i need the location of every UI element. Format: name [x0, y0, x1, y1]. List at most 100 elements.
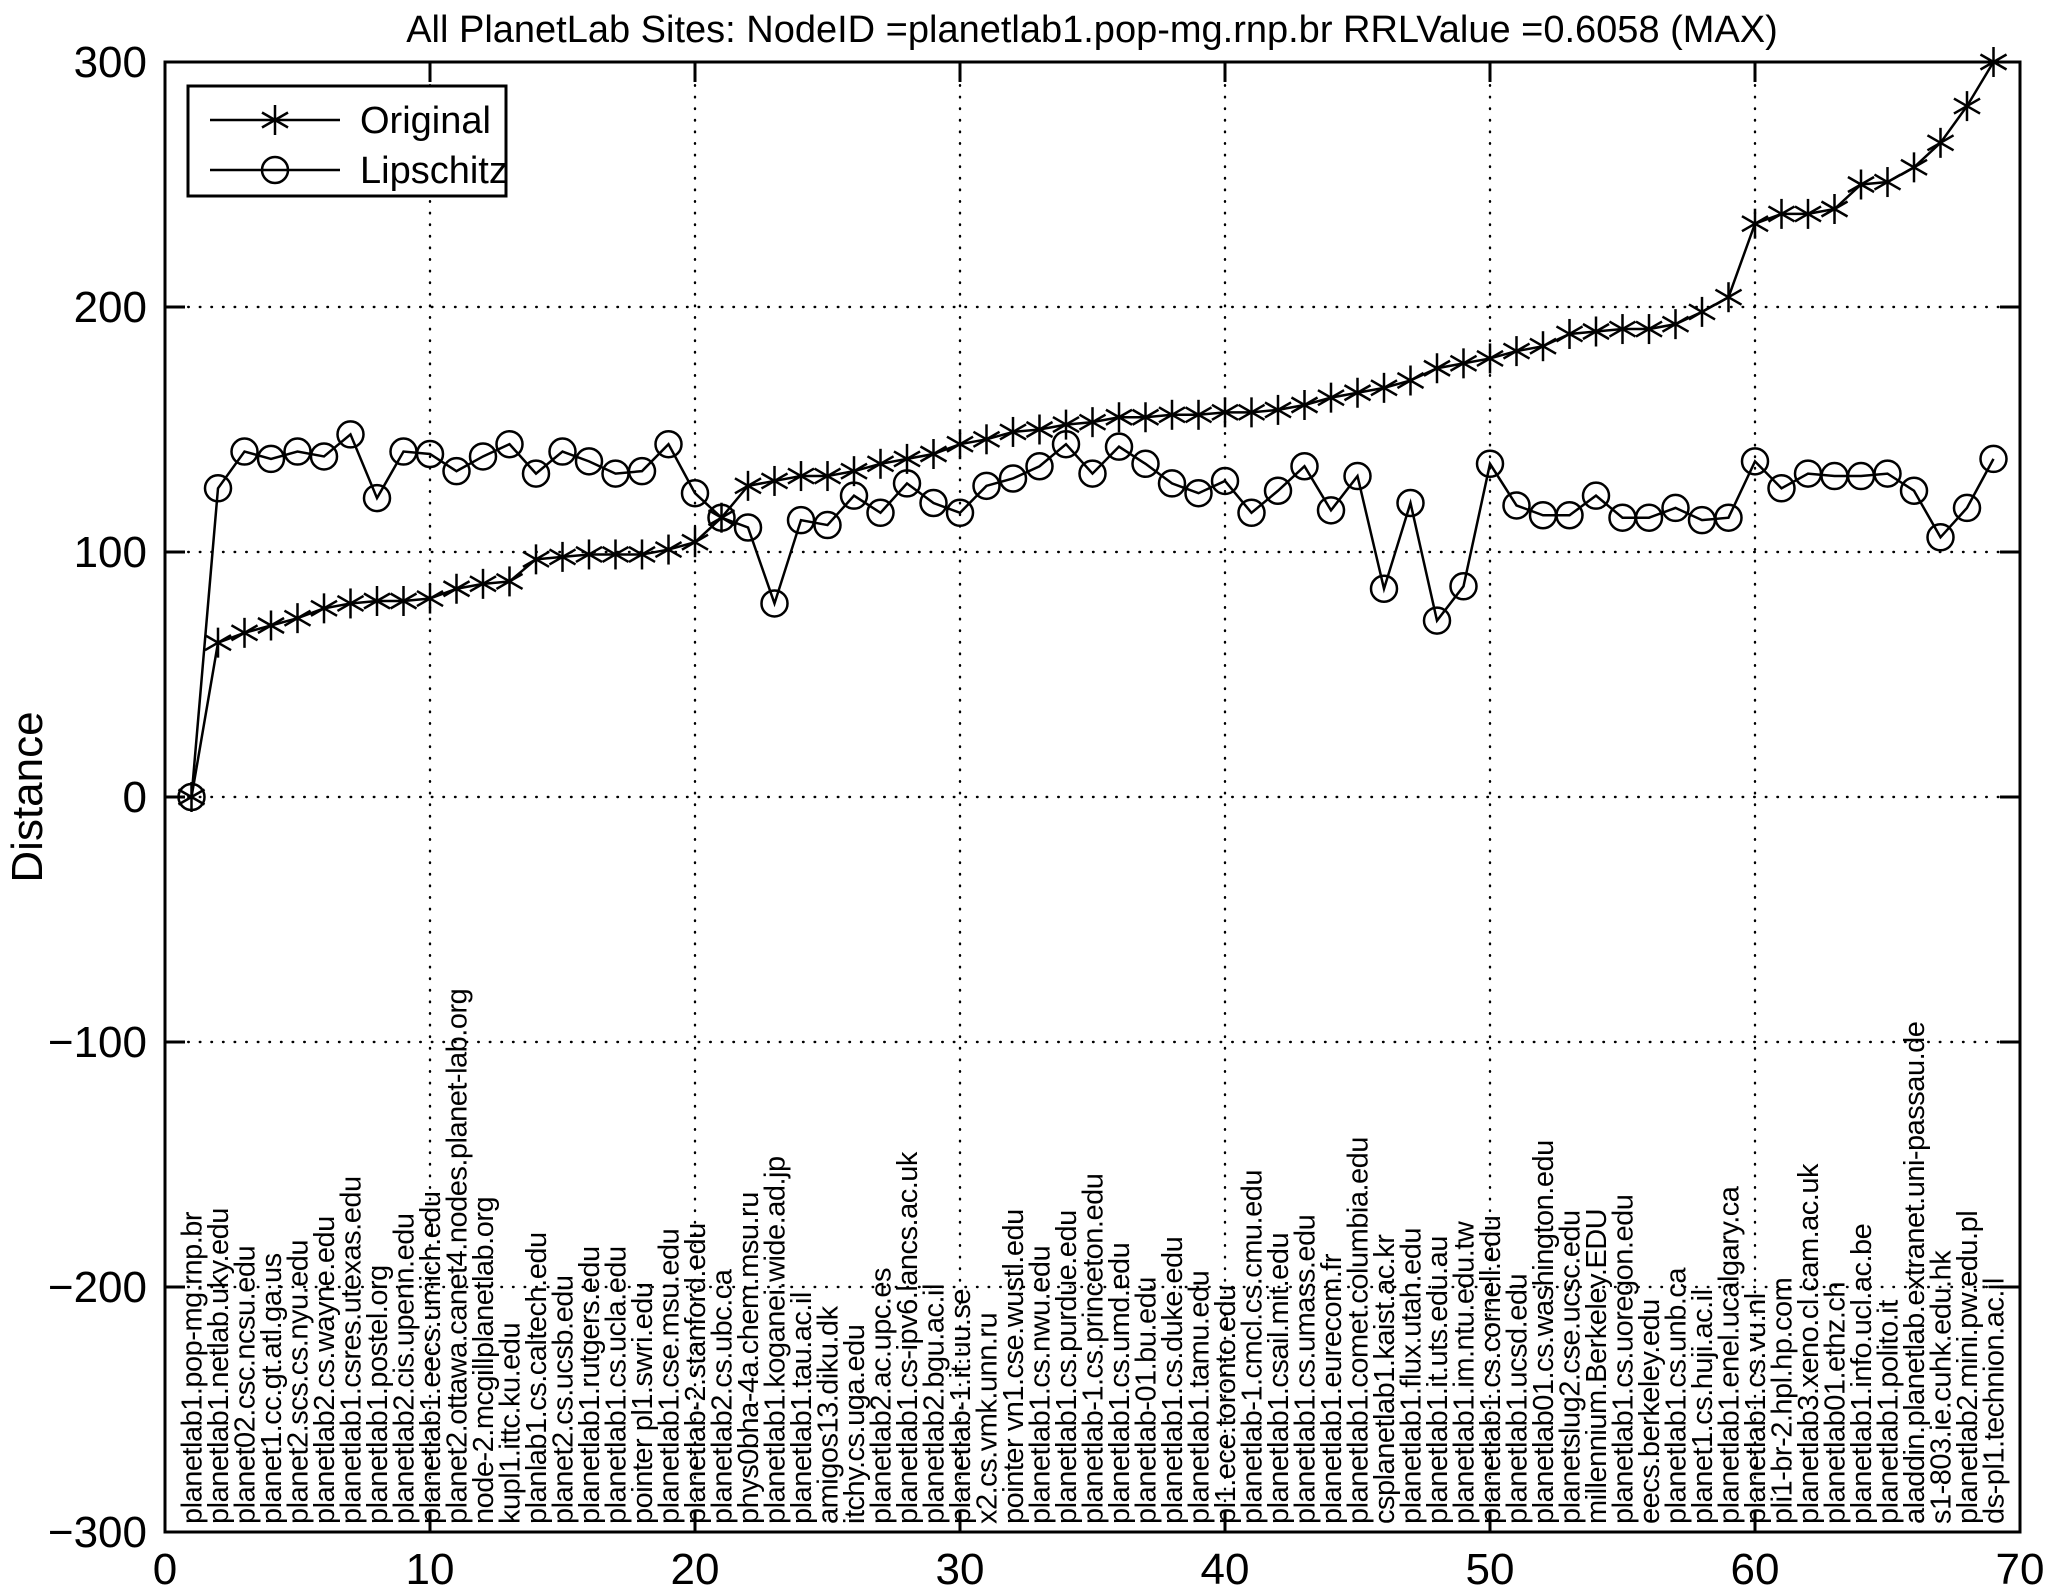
site-label: planetlab-1.it.uu.se: [945, 1289, 977, 1524]
asterisk-marker-icon: [522, 544, 550, 575]
asterisk-marker-icon: [919, 439, 948, 469]
asterisk-marker-icon: [840, 456, 868, 487]
site-label: planetlab1.cs.unb.ca: [1661, 1267, 1693, 1524]
y-tick-label: 200: [74, 283, 147, 332]
asterisk-marker-icon: [601, 539, 630, 570]
legend-label-original: Original: [360, 100, 491, 142]
circle-marker-icon: [972, 471, 1001, 501]
asterisk-marker-icon: [1343, 377, 1372, 408]
circle-marker-icon: [866, 498, 895, 528]
site-label: planetlab1.polito.it: [1873, 1300, 1905, 1524]
site-label: planetlab1.im.ntu.edu.tw: [1449, 1220, 1481, 1524]
site-label: planetlab1.cs.umass.edu: [1290, 1215, 1322, 1524]
asterisk-marker-icon: [283, 603, 312, 634]
site-label: planet02.csc.ncsu.edu: [230, 1246, 262, 1524]
asterisk-marker-icon: [416, 583, 444, 614]
site-label: planetlab1.tau.ac.il: [786, 1292, 818, 1524]
asterisk-marker-icon: [1767, 198, 1796, 229]
asterisk-marker-icon: [813, 461, 842, 492]
asterisk-marker-icon: [389, 586, 418, 616]
site-label: planet1.cc.gt.atl.ga.us: [256, 1253, 288, 1524]
asterisk-marker-icon: [1873, 167, 1902, 198]
asterisk-marker-icon: [1396, 365, 1425, 396]
site-label: planet2.scs.cs.nyu.edu: [283, 1240, 315, 1524]
asterisk-marker-icon: [1820, 194, 1849, 224]
asterisk-marker-icon: [787, 461, 815, 492]
site-label: planetlab1.cs.nwu.edu: [1025, 1246, 1057, 1524]
site-label: x2.cs.vmk.unn.ru: [972, 1313, 1004, 1524]
asterisk-marker-icon: [760, 465, 789, 496]
asterisk-marker-icon: [1900, 152, 1928, 183]
site-label: planetlab1.eecs.umich.edu: [415, 1191, 447, 1524]
circle-marker-icon: [1555, 501, 1584, 530]
circle-marker-icon: [1475, 449, 1505, 479]
site-label: planetlab1.postel.org: [362, 1265, 394, 1524]
asterisk-marker-icon: [1078, 407, 1107, 438]
circle-marker-icon: [203, 474, 233, 503]
asterisk-marker-icon: [1105, 402, 1133, 433]
circle-marker-icon: [1926, 523, 1955, 552]
circle-marker-icon: [1025, 452, 1054, 481]
asterisk-marker-icon: [1131, 402, 1160, 433]
asterisk-marker-icon: [1423, 353, 1451, 384]
plot-area: 0 10 20 30 40 50 60 70 −300 −200 −100 0 100 200 300 pla…: [48, 38, 2045, 1592]
asterisk-marker-icon: [734, 470, 762, 501]
circle-marker-icon: [945, 498, 975, 528]
circle-marker-icon: [1634, 503, 1664, 532]
y-axis-label: Distance: [3, 711, 52, 882]
site-label: planet2.ottawa.canet4.nodes.planet-lab.o…: [442, 989, 474, 1524]
site-label: planetlab01.ethz.ch: [1820, 1282, 1852, 1524]
asterisk-marker-icon: [1688, 296, 1716, 327]
site-label: phys0bha-4a.chem.msu.ru: [733, 1192, 765, 1524]
site-label: planlab1.cs.caltech.edu: [521, 1232, 553, 1524]
asterisk-marker-icon: [893, 443, 921, 474]
asterisk-marker-icon: [972, 424, 1001, 455]
site-label: planetlab-1.cs.princeton.edu: [1078, 1174, 1110, 1524]
circle-marker-icon: [998, 464, 1028, 493]
asterisk-marker-icon: [1529, 331, 1557, 362]
site-label: planetlab1.cs-ipv6.lancs.ac.uk: [892, 1151, 924, 1524]
circle-marker-icon: [309, 442, 339, 471]
site-label: planetlab01.cs.washington.edu: [1528, 1140, 1560, 1524]
y-tick-label: −100: [48, 1018, 147, 1067]
asterisk-marker-icon: [1582, 316, 1610, 347]
asterisk-marker-icon: [628, 539, 656, 570]
circle-marker-icon: [468, 442, 498, 471]
asterisk-marker-icon: [1953, 91, 1981, 122]
circle-marker-icon: [1449, 572, 1478, 601]
circle-marker-icon: [1237, 498, 1266, 528]
site-label: planetlab-01.bu.edu: [1131, 1277, 1163, 1524]
site-label: planetlab1.tamu.edu: [1184, 1271, 1216, 1524]
site-label: itchy.cs.uga.edu: [839, 1325, 871, 1524]
x-tick-labels: 0 10 20 30 40 50 60 70: [153, 1545, 2045, 1592]
site-label: planetlab2.bgu.ac.il: [919, 1284, 951, 1524]
site-label: planetlab-1.cmcl.cs.cmu.edu: [1237, 1170, 1269, 1524]
circle-marker-icon: [892, 469, 922, 498]
asterisk-marker-icon: [548, 541, 577, 572]
circle-marker-icon: [1210, 466, 1240, 496]
site-label: millennium.Berkeley.EDU: [1581, 1209, 1613, 1524]
circle-marker-icon: [1740, 447, 1770, 476]
circle-marker-icon: [1078, 459, 1107, 488]
circle-marker-icon: [839, 481, 869, 510]
asterisk-marker-icon: [257, 610, 285, 641]
circle-marker-icon: [177, 782, 206, 812]
circle-marker-icon: [362, 483, 392, 513]
circle-marker-icon: [1131, 449, 1160, 479]
legend-box: [186, 84, 508, 198]
site-label: pointer vn1.cse.wustl.edu: [998, 1209, 1030, 1524]
site-label: csplanetlab1.kaist.ac.kr: [1369, 1234, 1401, 1524]
site-label: planetlab1.cs.purdue.edu: [1051, 1210, 1083, 1524]
site-label: amigos13.diku.dk: [813, 1305, 845, 1524]
site-label: pl1.ece.toronto.edu: [1210, 1285, 1242, 1524]
site-label: planetlab1.flux.utah.edu: [1396, 1228, 1428, 1524]
site-label: planetlab1.ucsd.edu: [1502, 1274, 1534, 1524]
y-tick-label: 300: [74, 38, 147, 87]
x-tick-label: 60: [1731, 1545, 1780, 1592]
asterisk-marker-icon: [230, 617, 259, 648]
circle-marker-icon: [1290, 452, 1319, 481]
asterisk-marker-icon: [1264, 394, 1292, 425]
circle-marker-icon: [1422, 606, 1452, 635]
asterisk-marker-icon: [1211, 397, 1239, 428]
